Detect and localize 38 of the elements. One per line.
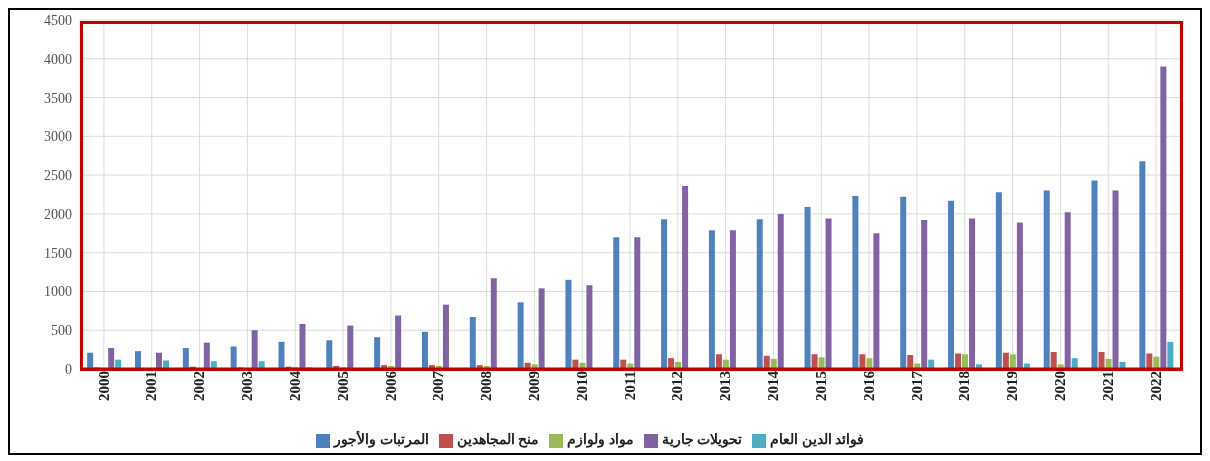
x-tick-label: 2009 <box>526 371 542 401</box>
x-tick-label: 2003 <box>239 371 256 401</box>
legend-label: المرتبات والأجور <box>334 432 429 447</box>
y-tick-label: 500 <box>51 323 72 339</box>
x-tick-label: 2010 <box>573 371 590 401</box>
x-tick-label: 2001 <box>143 371 160 401</box>
x-tick-label: 2011 <box>621 371 638 401</box>
x-tick-label: 2015 <box>812 371 829 401</box>
x-tick-label: 2013 <box>717 371 734 401</box>
legend-label: منح المجاهدين <box>456 432 539 447</box>
legend-label: تحويلات جارية <box>661 432 742 447</box>
y-tick-label: 1500 <box>44 245 72 261</box>
x-tick-label: 2014 <box>765 370 782 401</box>
x-tick-label: 2004 <box>286 370 303 401</box>
y-tick-label: 1000 <box>44 284 72 300</box>
legend-label: فوائد الدين العام <box>770 432 864 447</box>
x-tick-label: 2019 <box>1004 371 1021 401</box>
x-tick-label: 2016 <box>860 370 877 401</box>
x-tick-label: 2017 <box>908 370 925 401</box>
x-tick-label: 2012 <box>669 371 686 401</box>
y-tick-label: 2000 <box>44 206 72 222</box>
x-tick-label: 2005 <box>334 371 351 401</box>
y-tick-label: 4500 <box>44 12 72 28</box>
x-tick-label: 2000 <box>95 371 112 401</box>
x-tick-label: 2006 <box>382 370 399 401</box>
x-tick-label: 2018 <box>956 371 973 401</box>
y-tick-label: 0 <box>65 361 72 377</box>
y-tick-label: 4000 <box>44 51 72 67</box>
x-tick-label: 2007 <box>430 370 447 401</box>
y-tick-label: 3000 <box>44 129 72 145</box>
x-tick-label: 2002 <box>191 371 208 401</box>
x-tick-label: 2008 <box>478 371 495 401</box>
x-tick-label: 2020 <box>1052 371 1069 401</box>
y-tick-label: 3500 <box>44 90 72 106</box>
y-tick-label: 2500 <box>44 168 72 184</box>
legend-label: مواد ولوازم <box>567 432 634 447</box>
x-tick-label: 2022 <box>1147 371 1164 401</box>
x-tick-label: 2021 <box>1099 371 1116 401</box>
